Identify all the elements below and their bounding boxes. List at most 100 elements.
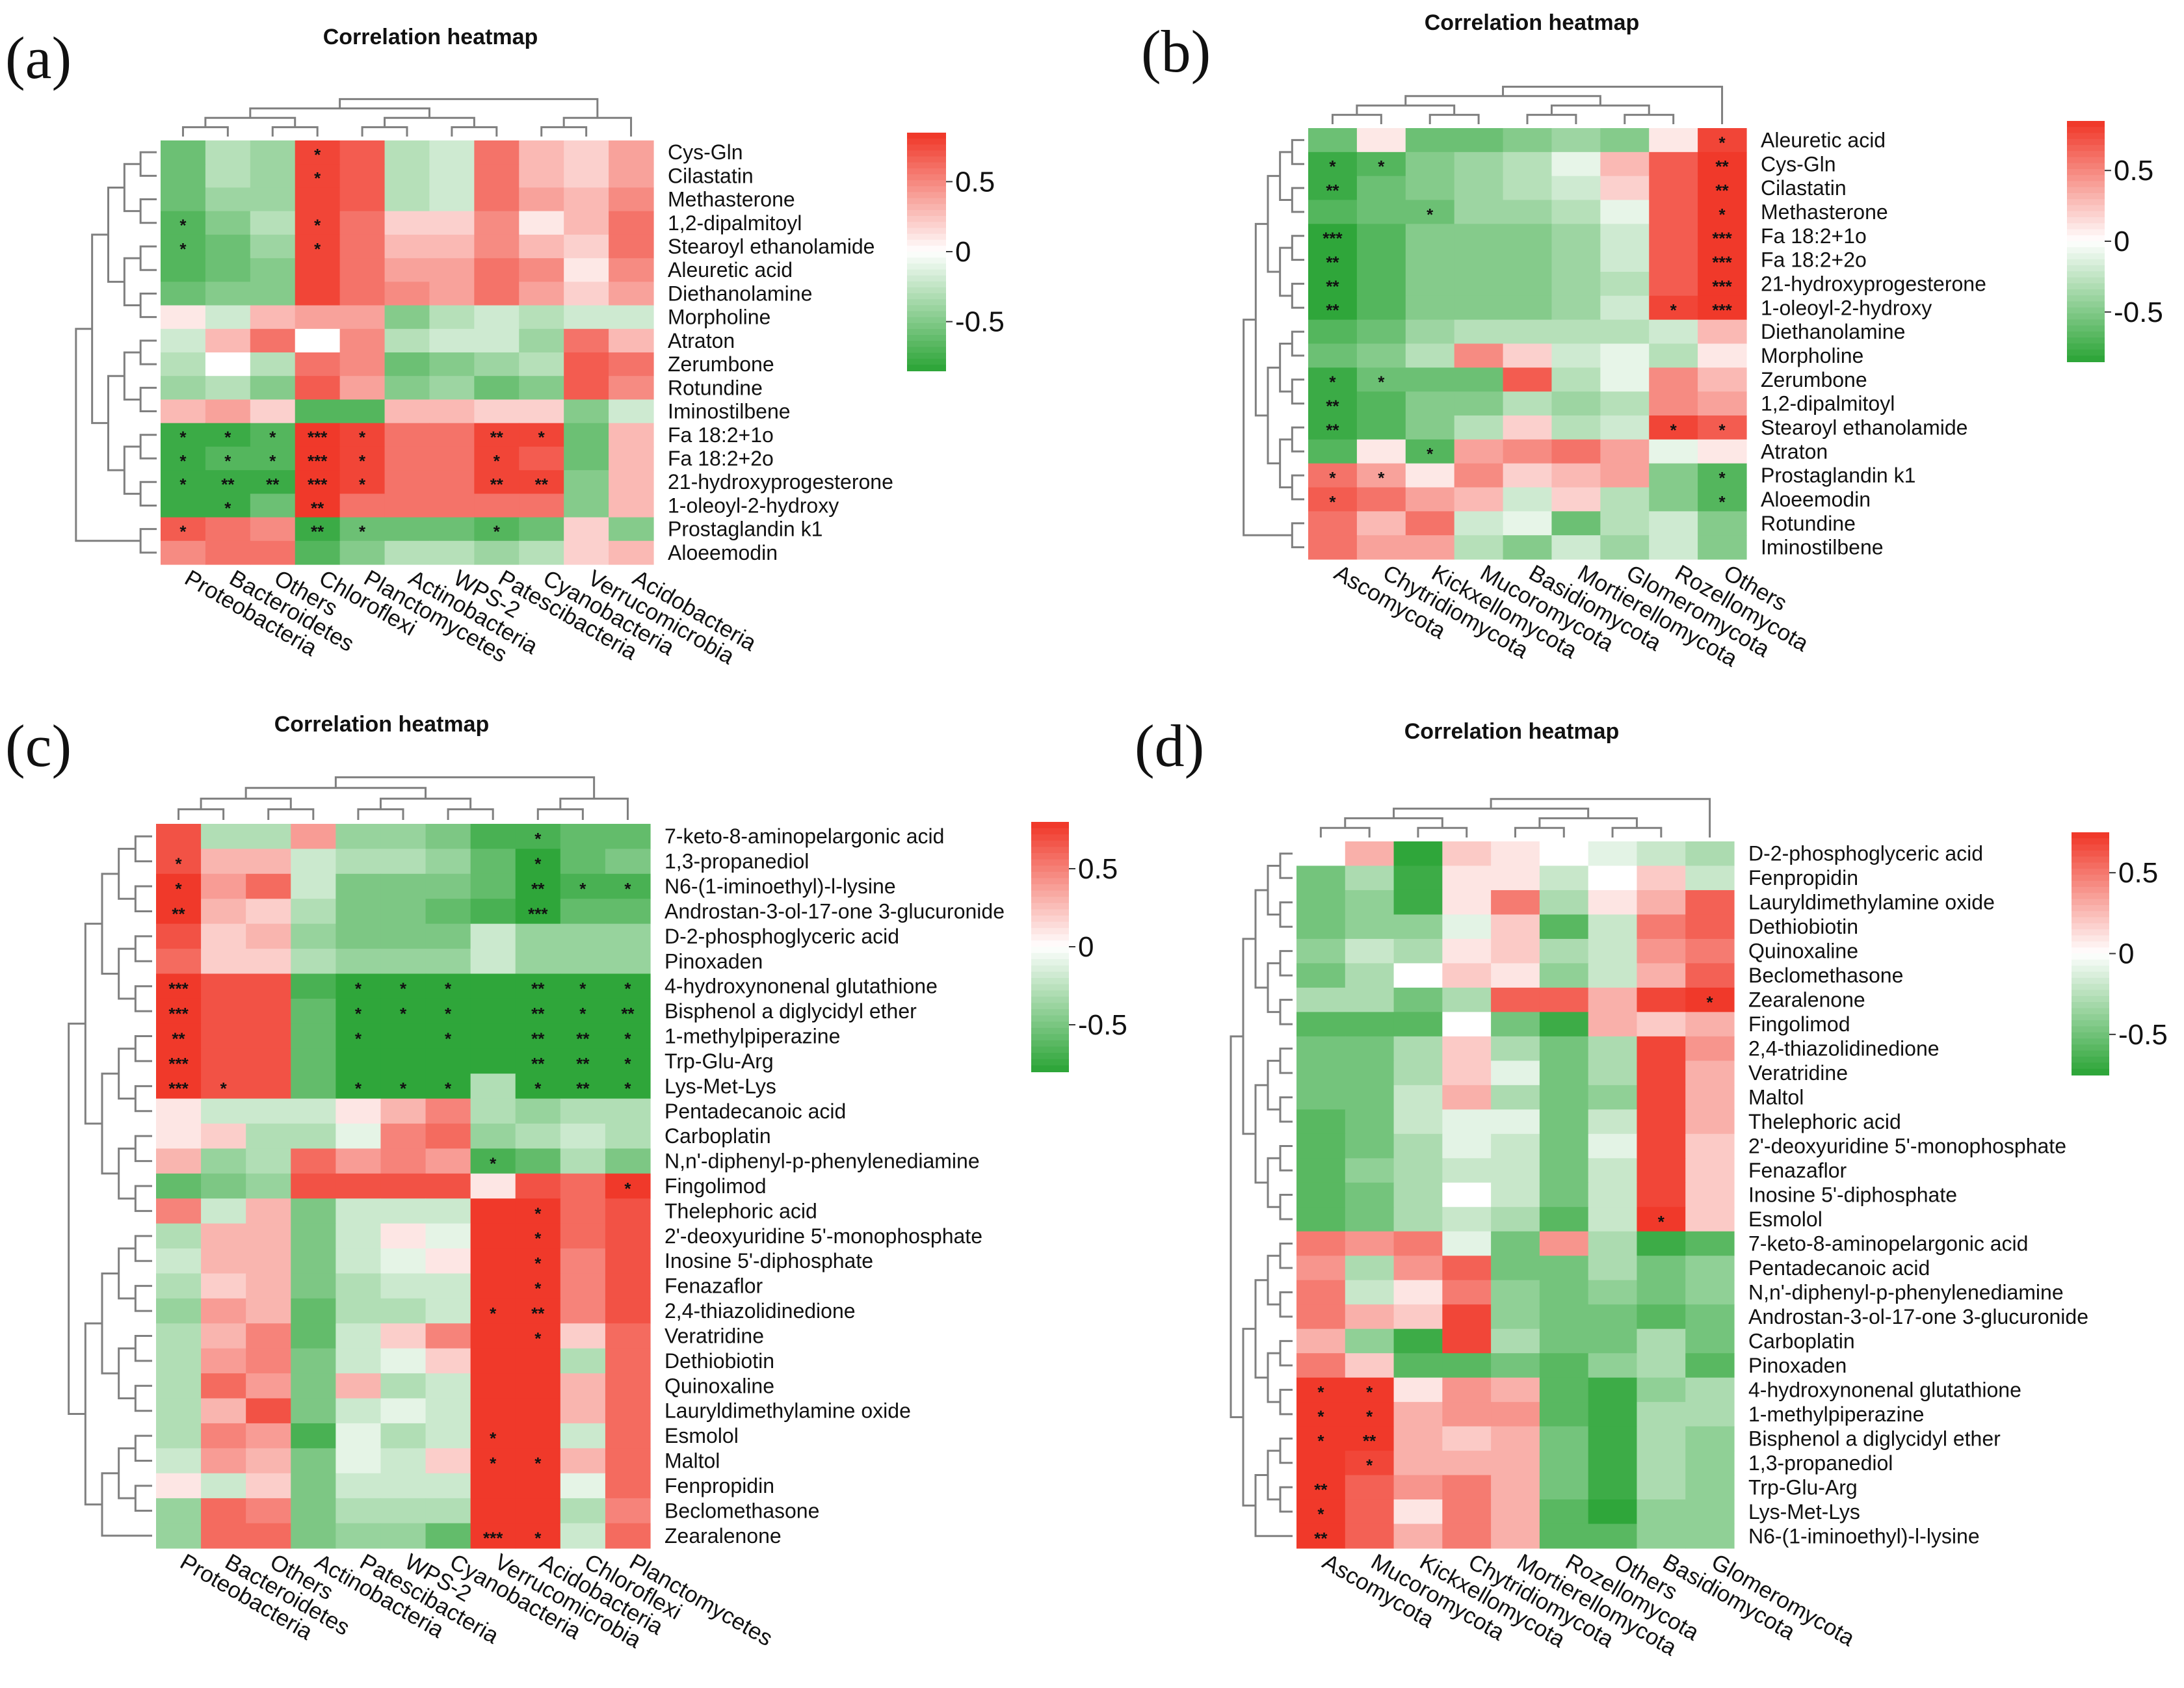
row-label: 4-hydroxynonenal glutathione [1748,1378,2021,1401]
heatmap-cell [1442,987,1492,1012]
row-label: 2'-deoxyuridine 5'-monophosphate [664,1224,982,1248]
heatmap-cell [1454,272,1504,297]
heatmap-cell [1442,1182,1492,1207]
row-dendrogram-branch [123,257,141,307]
legend-swatch [2072,868,2109,876]
heatmap-cell [291,1098,336,1124]
column-dendrogram-branch [178,808,225,820]
column-dendrogram-branch [204,116,296,127]
column-dendrogram-branch [339,98,599,118]
legend-swatch [907,299,946,306]
heatmap-cell [470,1398,516,1424]
heatmap-cell [519,470,564,494]
heatmap-cell [429,376,475,401]
heatmap-cell [295,187,341,212]
heatmap-cell [1588,963,1638,988]
heatmap-cell [470,1498,516,1524]
heatmap-cell [295,376,341,401]
heatmap-cell [1356,152,1406,177]
heatmap-cell [205,376,251,401]
panel-letter-c: (c) [5,713,72,779]
legend-swatch [2067,325,2105,332]
heatmap-cell [1345,1377,1395,1403]
panel-d-title: Correlation heatmap [1404,719,1620,744]
row-label: Fenpropidin [1748,866,1858,890]
heatmap-cell [384,258,430,282]
heatmap-cell [335,1273,382,1299]
legend-swatch [2072,875,2109,882]
heatmap-cell [1588,1256,1638,1281]
legend-swatch [907,305,946,312]
heatmap-cell [519,140,564,165]
row-label: Trp-Glu-Arg [1748,1475,1858,1499]
heatmap-cell [1551,128,1601,153]
row-dendrogram-branch [1291,282,1304,309]
significance-star: * [355,1004,362,1023]
row-dendrogram-branch [1267,175,1280,273]
heatmap-cell [1296,1182,1346,1207]
heatmap-cell [295,234,341,259]
heatmap-cell [246,1248,291,1274]
heatmap-cell [1539,1499,1589,1525]
legend-swatch [1031,1027,1069,1035]
heatmap-cell [156,1348,202,1374]
heatmap-cell [1539,1109,1589,1135]
row-label: Fa 18:2+2o [1761,248,1867,272]
heatmap-cell [380,1498,427,1524]
heatmap-cell [1600,511,1650,536]
significance-star: *** [308,451,328,471]
significance-star: * [179,239,187,259]
heatmap-cell [474,376,520,401]
significance-star: * [445,1029,452,1048]
heatmap-cell [425,949,471,975]
heatmap-cell [1637,1133,1686,1159]
heatmap-cell [515,1298,561,1324]
heatmap-cell [246,1074,291,1100]
significance-star: ** [1363,1431,1376,1451]
heatmap-cell [335,1048,382,1074]
heatmap-cell [1405,248,1455,272]
heatmap-cell [335,1448,382,1474]
heatmap-cell [470,873,516,899]
heatmap-cell [1296,1061,1346,1086]
column-dendrogram-branch [451,126,498,137]
column-dendrogram-branch [1514,826,1565,837]
heatmap-cell [1685,1231,1735,1256]
heatmap-cell [1442,1158,1492,1183]
heatmap-cell [429,352,475,376]
row-label: N,n'-diphenyl-p-phenylenediamine [1748,1280,2064,1304]
significance-star: * [624,979,631,999]
row-dendrogram-branch [118,847,136,900]
heatmap-cell [1539,1353,1589,1378]
heatmap-cell [161,399,206,424]
row-dendrogram-branch [1230,1035,1243,1419]
significance-star: * [224,498,231,518]
heatmap-cell [470,923,516,949]
heatmap-cell [1454,367,1504,392]
heatmap-cell [515,1023,561,1049]
significance-star: * [175,854,182,873]
significance-star: * [534,1453,542,1473]
heatmap-cell [1454,295,1504,321]
row-dendrogram-branch [1279,343,1293,393]
significance-star: ** [311,498,324,518]
significance-star: * [624,1179,631,1198]
significance-star: ** [531,1029,545,1048]
significance-star: * [534,854,542,873]
heatmap-cell [1454,463,1504,488]
heatmap-cell [1649,272,1698,297]
heatmap-cell [335,1173,382,1199]
heatmap-cell [474,352,520,376]
significance-star: ** [1326,276,1339,296]
heatmap-cell [250,517,296,542]
heatmap-cell [205,164,251,189]
heatmap-cell [1308,511,1358,536]
legend-swatch [1031,828,1069,836]
heatmap-cell [605,1298,651,1324]
heatmap-cell [161,211,206,235]
heatmap-cell [564,446,609,471]
heatmap-cell [161,258,206,282]
significance-star: * [179,475,187,494]
heatmap-cell [1503,511,1553,536]
